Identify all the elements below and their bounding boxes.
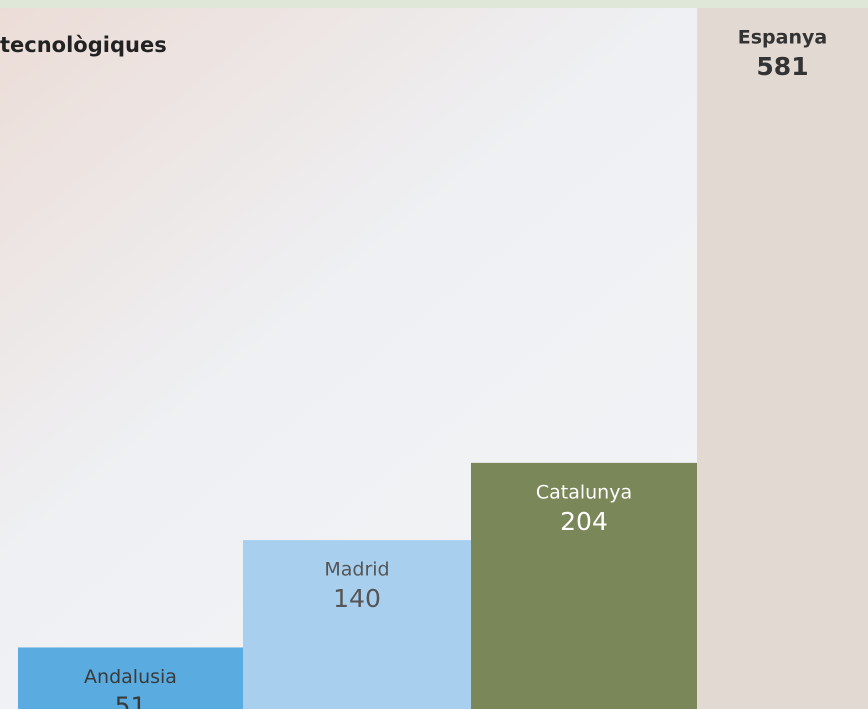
value-label: 204 (560, 507, 608, 536)
category-label: Espanya (738, 27, 827, 49)
value-label: 140 (333, 584, 381, 613)
bar (697, 8, 868, 709)
top-strip (0, 0, 868, 8)
chart: tecnològiques Andalusia 51 Madrid 140 Catalu… (0, 0, 868, 709)
value-label: 51 (115, 691, 147, 709)
category-label: Madrid (324, 559, 389, 581)
value-label: 581 (756, 52, 808, 81)
chart-title: tecnològiques (0, 33, 167, 57)
category-label: Catalunya (536, 481, 632, 503)
category-label: Andalusia (84, 666, 177, 688)
